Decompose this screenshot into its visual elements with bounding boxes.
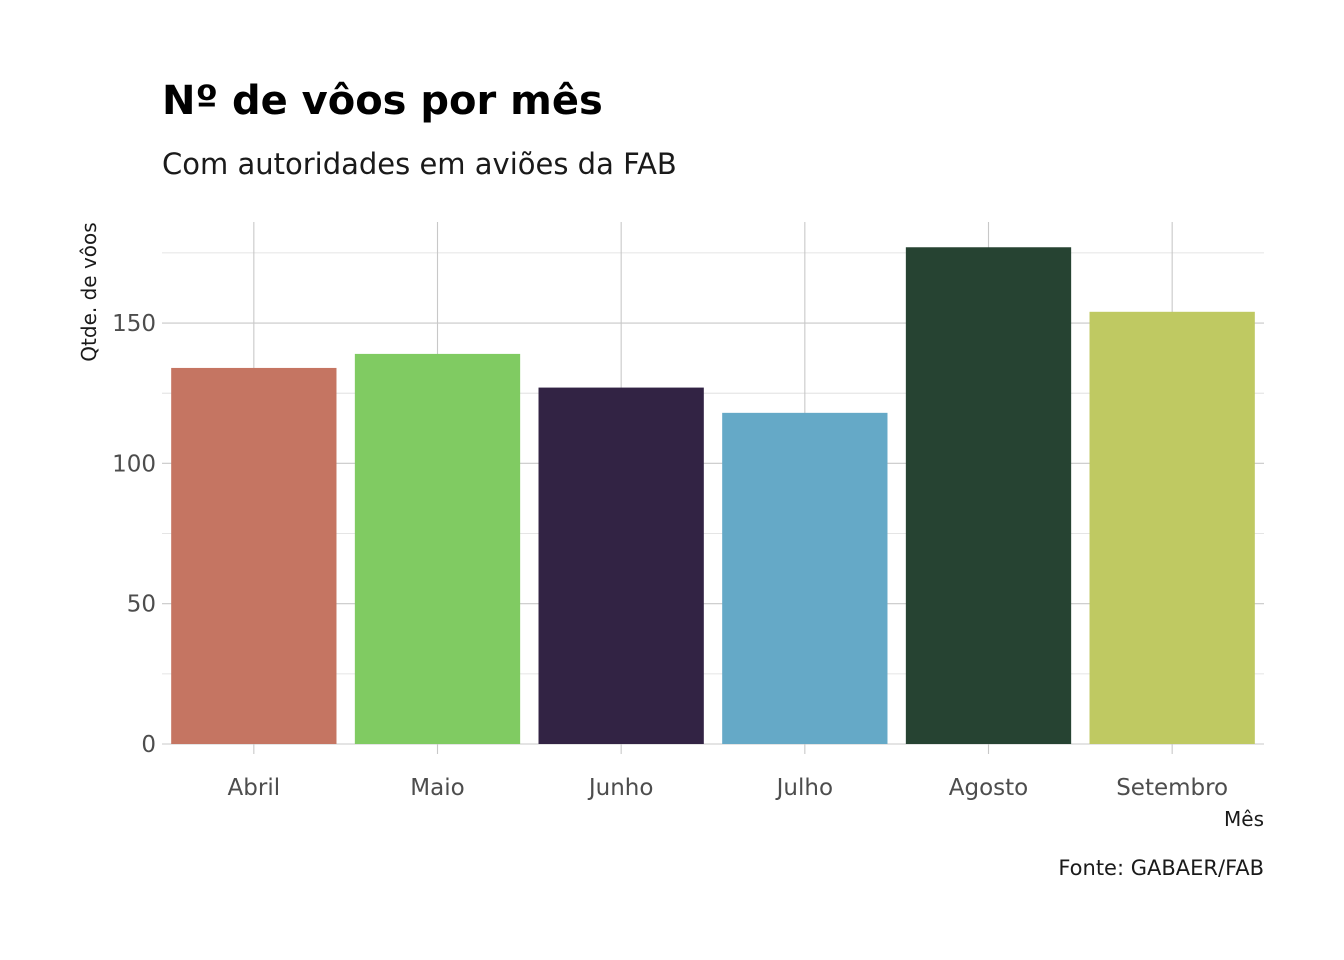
- bar-junho: [538, 387, 704, 744]
- x-tick-label: Julho: [775, 775, 833, 801]
- x-tick-label: Abril: [228, 775, 281, 801]
- x-tick-label: Junho: [587, 775, 654, 801]
- y-axis-ticks: 0 50 100 150: [112, 311, 156, 758]
- bar-julho: [722, 412, 888, 744]
- x-tick-label: Maio: [410, 775, 464, 801]
- y-tick-label: 50: [127, 592, 156, 618]
- y-tick-label: 100: [112, 451, 156, 477]
- chart-title: Nº de vôos por mês: [162, 78, 603, 124]
- bar-agosto: [905, 247, 1072, 745]
- y-axis-title: Qtde. de vôos: [77, 222, 101, 361]
- y-tick-label: 150: [112, 311, 156, 337]
- bars: [171, 247, 1255, 745]
- chart-subtitle: Com autoridades em aviões da FAB: [162, 147, 677, 181]
- x-axis-title: Mês: [1224, 807, 1264, 831]
- chart-caption: Fonte: GABAER/FAB: [1058, 856, 1264, 880]
- x-tick-label: Setembro: [1116, 775, 1228, 801]
- y-tick-label: 0: [141, 732, 156, 758]
- bar-maio: [354, 353, 521, 744]
- x-axis-ticks: Abril Maio Junho Julho Agosto Setembro: [228, 775, 1229, 801]
- bar-setembro: [1089, 311, 1255, 744]
- x-tick-label: Agosto: [949, 775, 1028, 801]
- bar-abril: [171, 367, 337, 744]
